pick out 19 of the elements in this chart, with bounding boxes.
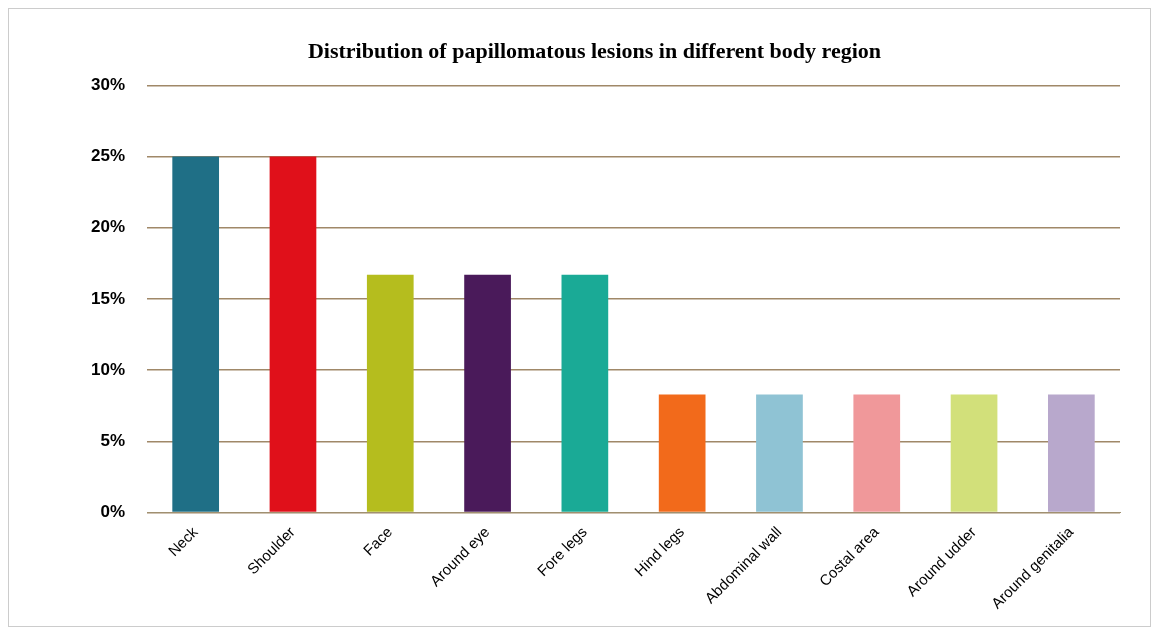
bar xyxy=(950,394,998,512)
bar xyxy=(172,156,220,512)
y-tick-label: 10% xyxy=(90,359,126,379)
y-tick-label: 5% xyxy=(100,431,126,451)
bar xyxy=(366,274,414,512)
bar xyxy=(1048,394,1095,512)
y-tick-label: 15% xyxy=(90,288,126,308)
chart-title: Distribution of papillomatous lesions in different body region xyxy=(307,37,882,63)
y-tick-label: 30% xyxy=(90,75,126,95)
x-tick-label: Fore legs xyxy=(533,523,590,580)
y-tick-label: 0% xyxy=(100,502,126,522)
bar xyxy=(561,274,609,512)
bar xyxy=(658,394,706,512)
bar xyxy=(853,394,901,512)
y-tick-label: 20% xyxy=(90,217,126,237)
bar xyxy=(464,274,511,512)
bar xyxy=(269,156,317,512)
y-tick-label: 25% xyxy=(90,146,126,166)
bar xyxy=(756,394,803,512)
